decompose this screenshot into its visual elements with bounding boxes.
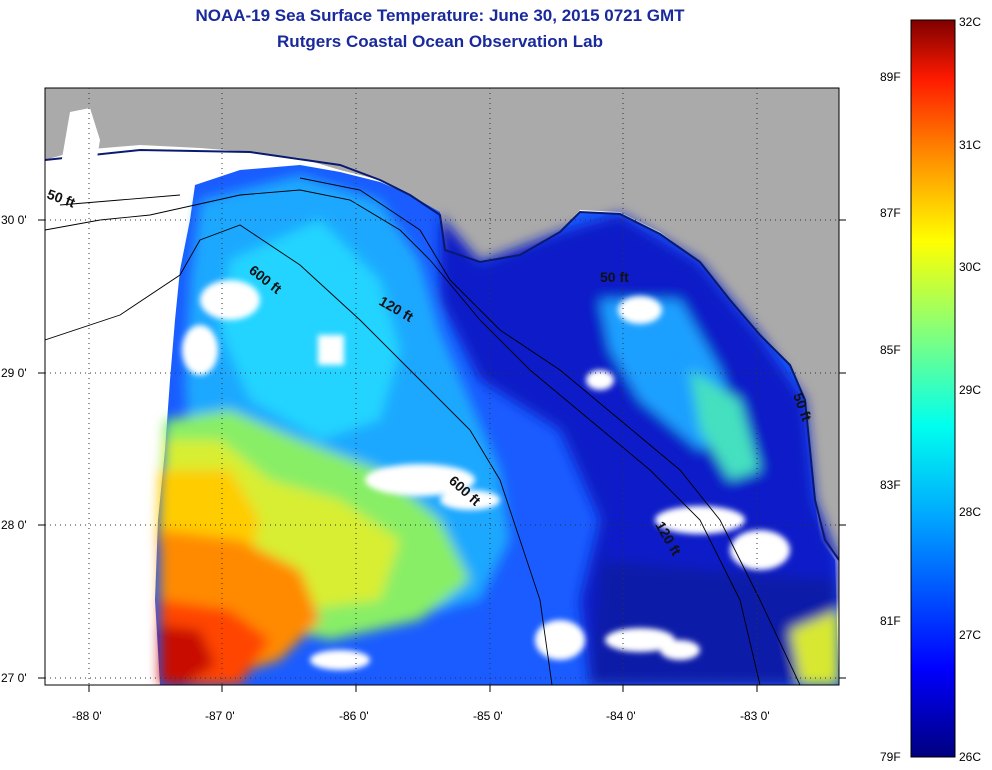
map-title: NOAA-19 Sea Surface Temperature: June 30… [195,6,685,25]
colorbar-celsius-label: 32C [959,15,982,29]
axis-ticks [38,219,846,692]
colorbar-celsius-label: 30C [959,260,982,274]
colorbar-fahrenheit-label: 87F [880,206,901,220]
colorbar-celsius-label: 27C [959,628,982,642]
florida-coast [699,261,839,561]
map-border [44,87,840,686]
colorbar-fahrenheit-label: 83F [880,478,901,492]
colorbar [910,19,956,758]
panhandle-coast [45,148,701,264]
colorbar-fahrenheit-label: 79F [880,750,901,764]
lat-label: 27 0' [1,671,27,685]
colorbar-celsius-label: 29C [959,383,982,397]
colorbar-fahrenheit-label: 85F [880,343,901,357]
lat-label: 28 0' [1,518,27,532]
colorbar-celsius-label: 28C [959,505,982,519]
colorbar-celsius-label: 26C [959,750,982,764]
colorbar-fahrenheit-label: 89F [880,70,901,84]
contour-label: 50 ft [600,269,629,285]
lon-label: -88 0' [72,709,102,723]
colorbar-fahrenheit-label: 81F [880,614,901,628]
lon-label: -83 0' [740,709,770,723]
colorbar-celsius-label: 31C [959,138,982,152]
lon-label: -84 0' [606,709,636,723]
lon-label: -87 0' [205,709,235,723]
bathymetry-contours [45,177,801,685]
map-subtitle: Rutgers Coastal Ocean Observation Lab [277,32,603,51]
lon-label: -86 0' [339,709,369,723]
lon-label: -85 0' [473,709,503,723]
mobile-bay [60,108,100,180]
sst-field [158,175,839,685]
lat-label: 29 0' [1,366,27,380]
lat-label: 30 0' [1,213,27,227]
